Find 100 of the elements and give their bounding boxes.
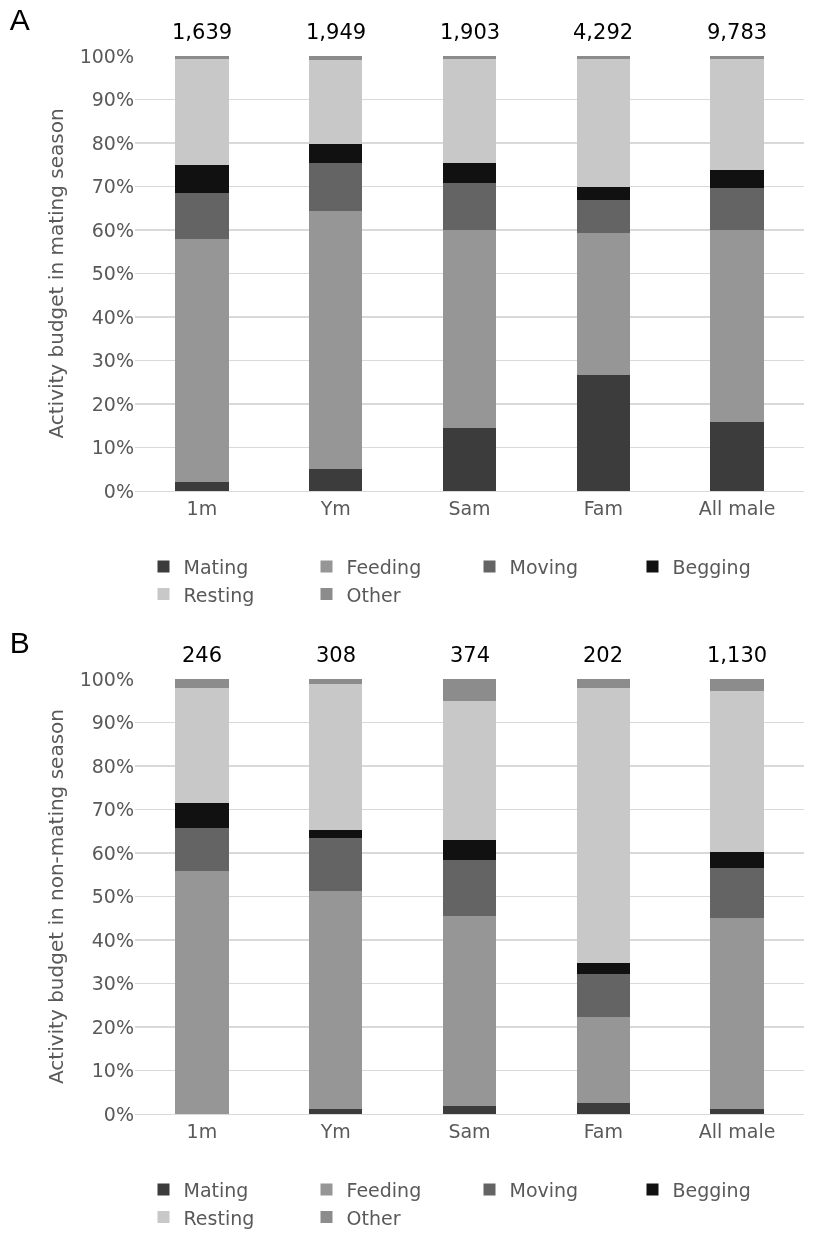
x-tick-label: 1m [186,1119,218,1142]
bar [576,187,631,200]
legend-label: Feeding [346,1178,422,1201]
y-tick-label: 90% [91,88,134,111]
bar [710,1108,764,1114]
bar [308,163,363,212]
y-tick-label: 10% [91,1059,134,1082]
annotation: 246 [182,643,223,667]
bar [576,374,631,491]
bar [710,851,764,868]
annotation: 308 [316,643,357,667]
y-tick-label: 30% [91,349,134,372]
bar [442,183,497,230]
bar [175,238,229,483]
bar [576,1016,631,1104]
y-tick-label: 100% [79,44,134,67]
bar [175,164,229,194]
y-tick-label: 70% [91,175,134,198]
bar [442,700,497,841]
x-tick-label: Fam [583,1119,623,1142]
annotation: 1,903 [440,20,501,44]
legend-label: Resting [183,583,255,606]
bar [576,59,631,188]
bar [308,683,363,830]
bar [175,802,229,829]
x-tick-label: Fam [583,496,623,519]
annotation: 1,639 [172,20,233,44]
x-tick-label: 1m [186,496,218,519]
bar [442,916,497,1107]
bar [308,56,363,61]
y-tick-label: 80% [91,131,134,154]
bar [576,962,631,974]
bar [710,679,764,692]
bar [175,679,229,688]
bar [175,482,229,491]
annotation: 1,949 [306,20,367,44]
y-tick-label: 50% [91,262,134,285]
y-axis-title: Activity budget in mating season [44,108,69,439]
x-tick-label: Ym [319,1119,351,1142]
bar [710,917,764,1109]
legend-label: Moving [509,1178,579,1201]
bar [576,679,631,688]
y-tick-label: 40% [91,305,134,328]
y-tick-label: 60% [91,218,134,241]
bar [442,1106,497,1114]
legend-label: Mating [183,1178,249,1201]
y-tick-label: 80% [91,754,134,777]
y-tick-label: 100% [79,667,134,690]
y-tick-label: 20% [91,392,134,415]
bar [576,1103,631,1114]
bar [308,143,363,164]
bar [175,193,229,239]
bar [175,687,229,803]
y-tick-label: 0% [103,479,134,502]
legend-label: Begging [672,555,751,578]
x-tick-label: Sam [448,1119,491,1142]
chart-title: B [9,626,30,660]
bar [308,469,363,491]
annotation: 9,783 [707,20,768,44]
bar [175,59,229,165]
bar [710,230,764,423]
bar [576,973,631,1017]
bar [576,199,631,234]
bar [308,211,363,470]
bar [710,867,764,918]
bar [442,859,497,917]
x-tick-label: All male [698,1119,776,1142]
legend-label: Mating [183,555,249,578]
legend-label: Other [346,583,401,606]
bar [576,687,631,963]
bar [710,422,764,491]
bar [442,679,497,701]
bar [308,679,363,684]
y-tick-label: 40% [91,928,134,951]
y-tick-label: 10% [91,436,134,459]
annotation: 374 [450,643,491,667]
bar [308,829,363,838]
bar [710,691,764,852]
bar [175,828,229,872]
bar [308,891,363,1109]
y-tick-label: 20% [91,1015,134,1038]
y-tick-label: 50% [91,885,134,908]
bar [710,187,764,230]
bar [710,169,764,188]
x-tick-label: Ym [319,496,351,519]
bar [710,59,764,170]
bar [442,427,497,491]
bar [308,60,363,144]
legend-label: Resting [183,1206,255,1229]
chart-title: A [9,3,30,37]
legend-label: Other [346,1206,401,1229]
bar [442,230,497,428]
bar [308,837,363,892]
y-tick-label: 60% [91,841,134,864]
bar [175,871,229,1114]
y-axis-title: Activity budget in non-mating season [44,709,69,1084]
y-tick-label: 90% [91,711,134,734]
x-tick-label: All male [698,496,776,519]
legend-label: Begging [672,1178,751,1201]
bar [442,162,497,184]
